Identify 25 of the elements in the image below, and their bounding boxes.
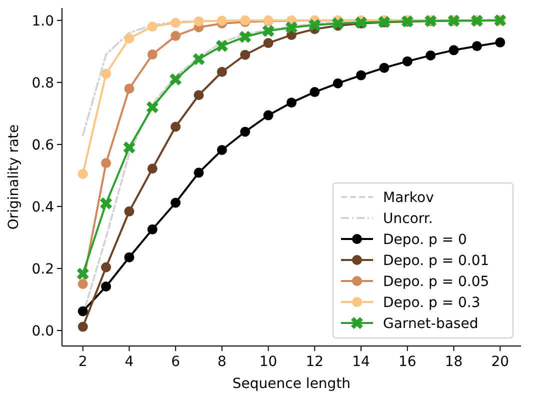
y-tick-label: 0.0: [32, 323, 54, 340]
x-tick-label: 10: [259, 354, 278, 370]
x-axis-title: Sequence length: [232, 376, 351, 392]
legend-label: Depo. p = 0: [383, 232, 467, 248]
x-tick-label: 4: [124, 354, 134, 370]
legend-label: Garnet-based: [383, 316, 478, 332]
x-tick-label: 12: [306, 354, 324, 370]
x-tick-label: 18: [444, 354, 463, 370]
x-tick-label: 20: [491, 354, 510, 370]
y-tick-label: 0.4: [32, 199, 54, 216]
x-tick-label: 16: [398, 354, 416, 370]
legend-label: Depo. p = 0.05: [383, 274, 490, 290]
legend-label: Depo. p = 0.3: [383, 295, 480, 311]
x-tick-label: 8: [217, 354, 226, 370]
y-tick-label: 0.8: [32, 75, 54, 92]
y-tick-label: 0.2: [32, 261, 54, 278]
y-tick-label: 1.0: [32, 13, 54, 30]
x-tick-label: 6: [171, 354, 180, 370]
x-tick-label: 14: [352, 354, 370, 370]
legend-label: Depo. p = 0.01: [383, 253, 490, 269]
legend-label: Markov: [383, 190, 434, 206]
legend-label: Uncorr.: [383, 211, 433, 227]
x-tick-label: 2: [78, 354, 88, 370]
y-axis-title: Originality rate: [6, 124, 22, 230]
y-tick-label: 0.6: [32, 137, 54, 154]
